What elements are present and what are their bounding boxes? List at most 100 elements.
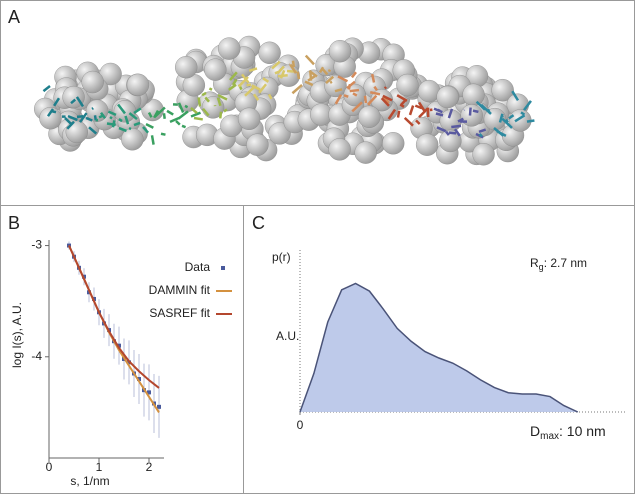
- panel-label: B: [8, 213, 20, 233]
- residue: [201, 91, 207, 97]
- y-axis-label: log I(s), A.U.: [10, 302, 24, 368]
- residue: [177, 110, 189, 120]
- bead: [358, 105, 381, 128]
- residue: [190, 106, 198, 115]
- bead: [328, 40, 352, 63]
- residue: [334, 94, 343, 105]
- residue: [291, 84, 303, 95]
- legend-label: DAMMIN fit: [149, 283, 211, 297]
- residue: [436, 126, 447, 133]
- bead: [354, 141, 377, 164]
- residue: [252, 93, 260, 101]
- residue: [296, 71, 301, 80]
- y-unit-label: A.U.: [276, 329, 299, 343]
- x-tick-label: 1: [96, 460, 103, 474]
- rg-symbol: R: [530, 256, 539, 270]
- molecule-image: [34, 35, 535, 166]
- residue: [396, 110, 401, 118]
- residue: [229, 71, 238, 81]
- x-tick-label: 0: [297, 418, 304, 432]
- residue: [244, 86, 255, 97]
- residue: [380, 97, 390, 107]
- residue: [511, 90, 520, 102]
- panel-label: C: [252, 213, 265, 233]
- residue: [85, 116, 93, 122]
- residue: [451, 124, 462, 129]
- residue: [514, 114, 526, 123]
- residue: [107, 110, 117, 117]
- residue: [111, 120, 116, 128]
- bead: [491, 78, 514, 102]
- y-axis-label: p(r): [272, 250, 291, 264]
- residue: [271, 60, 281, 70]
- residue: [520, 111, 526, 116]
- residue: [93, 115, 98, 121]
- bead: [81, 70, 104, 94]
- residue: [343, 94, 349, 98]
- residue: [258, 83, 267, 94]
- residue: [231, 78, 238, 86]
- residue: [371, 73, 376, 83]
- bead: [258, 41, 281, 64]
- residue: [478, 128, 487, 133]
- residue: [177, 102, 185, 114]
- panel-c-frame: [243, 205, 635, 494]
- data-point: [137, 377, 141, 382]
- residue: [414, 104, 423, 110]
- residue: [202, 107, 210, 117]
- residue: [78, 112, 88, 123]
- residue: [219, 111, 223, 119]
- residue: [228, 83, 237, 91]
- residue: [472, 109, 479, 114]
- residue: [88, 126, 98, 135]
- residue: [76, 114, 84, 119]
- panel-label: A: [8, 7, 20, 27]
- bead: [237, 107, 261, 130]
- bead: [65, 120, 88, 144]
- bead: [328, 138, 351, 161]
- residue: [67, 114, 78, 122]
- bead: [246, 133, 269, 156]
- residue: [408, 105, 415, 116]
- bead: [126, 73, 150, 97]
- residue: [435, 112, 444, 117]
- residue: [217, 94, 228, 101]
- residue: [98, 113, 105, 119]
- residue: [133, 121, 141, 127]
- residue: [237, 76, 249, 88]
- residue: [480, 103, 492, 115]
- residue: [197, 97, 202, 107]
- residue: [399, 103, 405, 108]
- residue: [117, 103, 126, 115]
- residue: [160, 132, 166, 136]
- bead: [462, 83, 485, 106]
- residue: [504, 118, 509, 124]
- residue: [204, 96, 210, 103]
- residue: [223, 108, 228, 113]
- residue: [142, 126, 150, 134]
- residue: [128, 126, 132, 131]
- rg-subscript: g: [539, 262, 544, 272]
- residue: [334, 88, 343, 93]
- residue: [75, 96, 85, 108]
- residue: [289, 63, 298, 74]
- residue: [501, 114, 504, 118]
- y-tick-label: -3: [31, 238, 42, 252]
- residue: [109, 116, 113, 120]
- residue: [52, 110, 57, 114]
- residue: [147, 112, 153, 118]
- residue: [373, 85, 379, 92]
- legend-label: Data: [185, 260, 211, 274]
- residue: [418, 107, 429, 119]
- bead: [204, 58, 227, 81]
- residue: [322, 68, 329, 76]
- residue: [70, 98, 77, 105]
- residue: [445, 130, 450, 136]
- bead: [439, 129, 462, 153]
- residue: [453, 128, 461, 137]
- dmax-value: : 10 nm: [559, 423, 606, 439]
- residue: [351, 101, 363, 113]
- residue: [216, 97, 222, 107]
- residue: [478, 133, 483, 138]
- bead: [175, 56, 198, 79]
